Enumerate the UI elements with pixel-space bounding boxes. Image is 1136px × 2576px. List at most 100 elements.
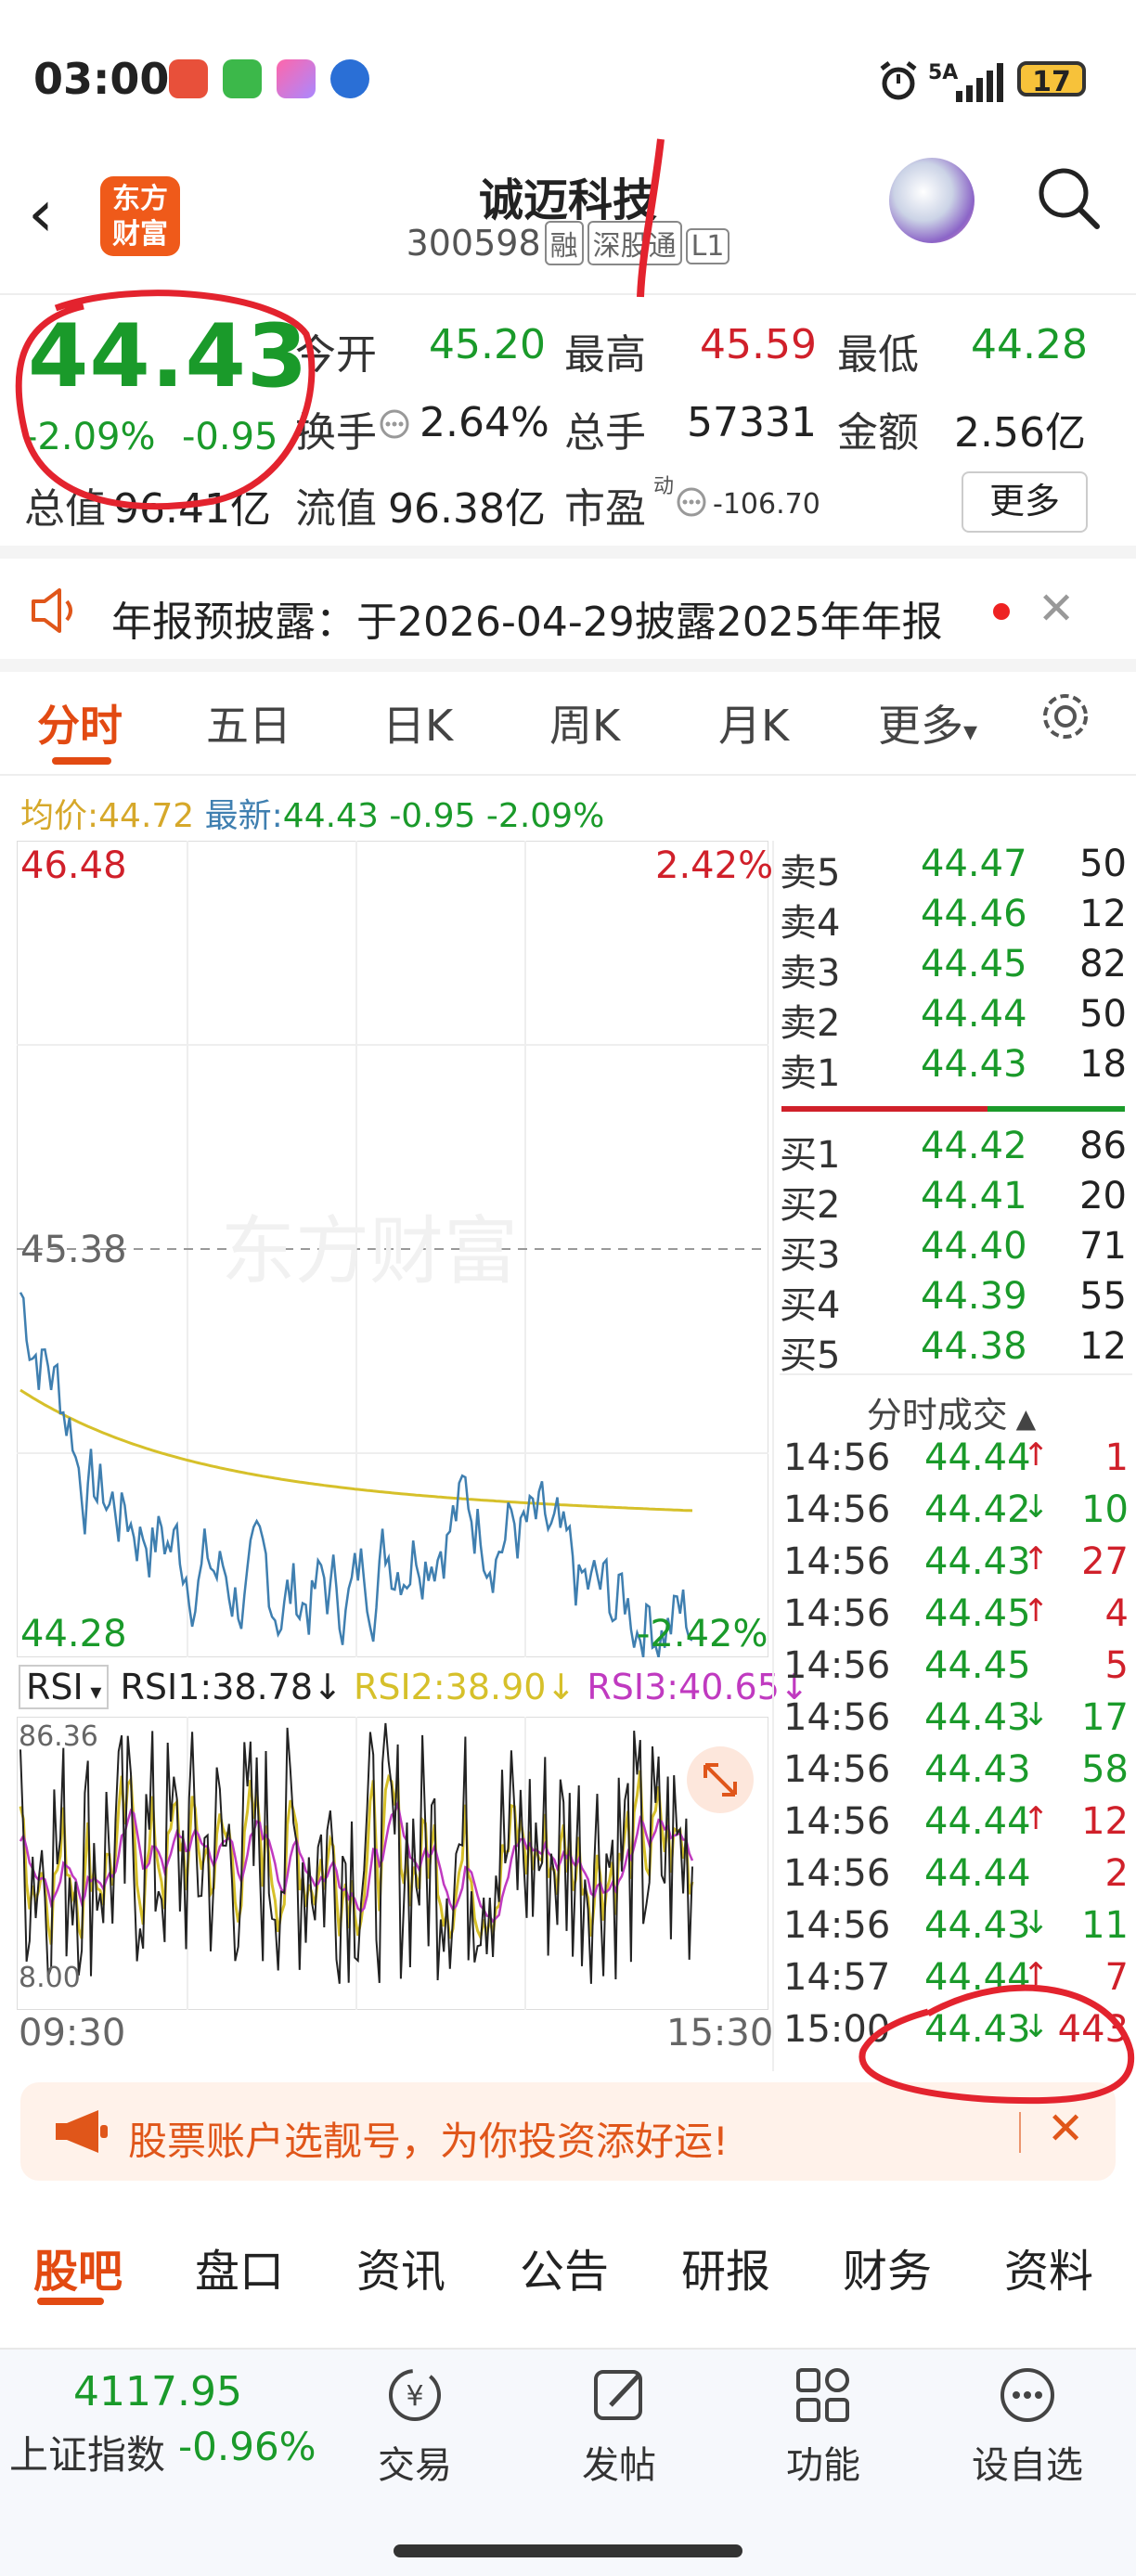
tab-notices[interactable]: 公告	[520, 2246, 610, 2298]
trade-volume: 11	[1081, 1904, 1129, 1947]
order-volume: 18	[1079, 1043, 1127, 1086]
nav-post[interactable]: 发帖	[549, 2364, 689, 2489]
app-icon-2	[330, 59, 369, 98]
close-icon[interactable]: ✕	[1047, 2103, 1085, 2155]
order-price: 44.45	[921, 943, 1027, 985]
tab-monthly-k[interactable]: 月K	[718, 701, 790, 751]
rsi-bottom-label: 8.00	[19, 1962, 81, 1994]
tab-profile[interactable]: 资料	[1004, 2246, 1094, 2298]
time-axis-end: 15:30	[666, 2012, 774, 2054]
bid-row[interactable]: 买2 44.41 20	[780, 1175, 1127, 1227]
announcement-text[interactable]: 年报预披露：于2026-04-29披露2025年年报	[111, 599, 943, 646]
divider	[0, 659, 1136, 672]
trade-price: 44.45	[924, 1592, 1031, 1635]
nav-trade[interactable]: ¥ 交易	[345, 2364, 484, 2489]
tab-handicap[interactable]: 盘口	[195, 2246, 285, 2298]
close-icon[interactable]: ✕	[1038, 583, 1076, 635]
stock-name: 诚迈科技	[478, 174, 657, 226]
rsi-selector[interactable]: RSI ▾	[19, 1665, 110, 1709]
logo-text-1: 东方	[112, 183, 168, 215]
tab-reports[interactable]: 研报	[681, 2246, 771, 2298]
app-notification-icon	[169, 59, 208, 98]
bid-row[interactable]: 买4 44.39 55	[780, 1275, 1127, 1327]
info-icon[interactable]	[676, 486, 707, 518]
tab-more[interactable]: 更多▾	[878, 692, 977, 753]
trade-volume: 12	[1081, 1800, 1129, 1843]
trade-icon: ¥	[389, 2369, 441, 2421]
stock-meta: 300598 融深股通 L1	[0, 221, 1136, 265]
trade-row: 14:56 44.44 2	[783, 1852, 1129, 1904]
rsi3-arrow: ↓	[779, 1667, 809, 1707]
promo-text[interactable]: 股票账户选靓号，为你投资添好运!	[128, 2119, 729, 2164]
trade-time: 14:56	[783, 1748, 891, 1791]
bid-row[interactable]: 买5 44.38 12	[780, 1325, 1127, 1377]
trade-price: 44.43	[924, 1748, 1031, 1791]
tab-weekly-k[interactable]: 周K	[549, 701, 621, 751]
pe-dynamic-mark: 动	[653, 475, 675, 498]
order-level-label: 买3	[780, 1234, 841, 1277]
tag-margin: 融	[544, 221, 584, 265]
trade-price: 44.44	[924, 1956, 1031, 1999]
app-icon	[277, 59, 316, 98]
back-icon[interactable]: ‹	[28, 175, 54, 251]
trade-price: 44.42	[924, 1488, 1031, 1531]
search-icon[interactable]	[1036, 165, 1103, 232]
tab-indicator	[52, 757, 111, 765]
ask-row[interactable]: 卖4 44.46 12	[780, 893, 1127, 945]
trade-row: 15:00 44.43 ↓ 443	[783, 2008, 1129, 2060]
trade-direction-icon: ↓	[1023, 1696, 1050, 1733]
trades-title-label: 分时成交	[866, 1395, 1008, 1436]
rsi-chart[interactable]	[17, 1717, 768, 2010]
open-value: 45.20	[429, 321, 546, 368]
nav-functions[interactable]: 功能	[754, 2364, 893, 2489]
tab-daily-k[interactable]: 日K	[382, 701, 454, 751]
nav-watchlist[interactable]: 设自选	[958, 2364, 1097, 2489]
trade-price: 44.44	[924, 1436, 1031, 1479]
home-indicator[interactable]	[394, 2544, 742, 2557]
chart-bottom-price: 44.28	[20, 1613, 127, 1655]
intraday-chart[interactable]: 东方财富	[17, 841, 768, 1657]
tab-intraday[interactable]: 分时	[37, 701, 123, 751]
rsi1-line	[19, 1722, 693, 1984]
volume-label: 总手	[564, 409, 646, 457]
ask-row[interactable]: 卖3 44.45 82	[780, 943, 1127, 995]
tab-news[interactable]: 资讯	[356, 2246, 446, 2298]
more-button[interactable]: 更多	[962, 471, 1088, 533]
rsi-label: RSI	[26, 1667, 84, 1707]
amount-label: 金额	[837, 409, 919, 457]
trade-row: 14:56 44.43 ↑ 27	[783, 1540, 1129, 1592]
app-logo[interactable]: 东方 财富	[100, 176, 180, 256]
bid-row[interactable]: 买1 44.42 86	[780, 1125, 1127, 1177]
trades-title[interactable]: 分时成交 ▲	[780, 1386, 1123, 1437]
trade-row: 14:56 44.44 ↑ 1	[783, 1436, 1129, 1488]
trade-volume: 58	[1081, 1748, 1129, 1791]
assistant-avatar[interactable]	[889, 158, 975, 243]
chart-top-pct: 2.42%	[655, 844, 774, 887]
trade-row: 14:57 44.44 ↑ 7	[783, 1956, 1129, 2008]
order-level-label: 买5	[780, 1334, 841, 1377]
info-icon[interactable]	[379, 408, 410, 440]
bid-row[interactable]: 买3 44.40 71	[780, 1225, 1127, 1277]
ask-row[interactable]: 卖2 44.44 50	[780, 993, 1127, 1045]
tab-finance[interactable]: 财务	[843, 2246, 933, 2298]
index-value[interactable]: 4117.95	[73, 2368, 242, 2415]
ask-row[interactable]: 卖5 44.47 50	[780, 843, 1127, 895]
trade-direction-icon: ↑	[1023, 1540, 1050, 1578]
order-price: 44.42	[921, 1125, 1027, 1167]
trade-row: 14:56 44.45 ↑ 4	[783, 1592, 1129, 1644]
index-name[interactable]: 上证指数	[9, 2432, 166, 2478]
tab-forum[interactable]: 股吧	[33, 2246, 123, 2298]
more-dots-icon	[1000, 2368, 1054, 2422]
tab-indicator	[37, 2298, 104, 2305]
tab-five-day[interactable]: 五日	[206, 701, 291, 751]
trade-time: 14:57	[783, 1956, 891, 1999]
trade-direction-icon: ↓	[1023, 1488, 1050, 1526]
tab-more-label: 更多	[878, 701, 963, 751]
trade-price: 44.43	[924, 2008, 1031, 2051]
ask-row[interactable]: 卖1 44.43 18	[780, 1043, 1127, 1095]
index-pct[interactable]: -0.96%	[178, 2424, 316, 2469]
avg-value: 44.72	[98, 797, 195, 835]
order-book-split-bar	[781, 1106, 1125, 1112]
gear-icon[interactable]	[1038, 689, 1093, 744]
trade-time: 14:56	[783, 1904, 891, 1947]
